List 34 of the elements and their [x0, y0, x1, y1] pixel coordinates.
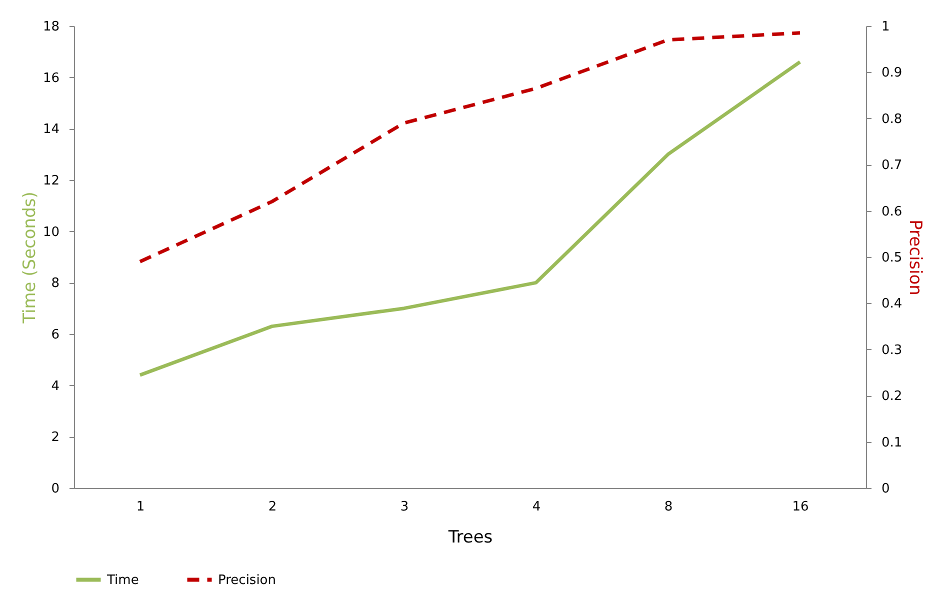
x-tick-label: 8 [664, 500, 673, 514]
x-tick-label: 2 [268, 500, 277, 514]
line-series [138, 31, 802, 264]
y2-tick-label: 0.5 [882, 250, 902, 266]
y-axis-title: Time (Seconds) [20, 192, 40, 324]
y-tick-label: 6 [51, 328, 60, 342]
legend-label: Time [106, 572, 139, 588]
y-tick-label: 4 [51, 378, 60, 394]
y2-tick-label: 0.8 [882, 112, 902, 127]
x-tick-label: 1 [136, 500, 145, 514]
y-tick-label: 0 [51, 482, 60, 496]
x-tick-label: 3 [400, 500, 409, 514]
y2-tick-label: 0.1 [882, 435, 902, 450]
y-tick-label: 14 [42, 122, 60, 138]
y-tick-label: 2 [51, 430, 60, 446]
y-tick-label: 10 [42, 224, 60, 240]
legend-label: Precision [218, 572, 276, 588]
y2-axis-title: Precision [905, 220, 926, 296]
x-axis-title: Trees [447, 528, 493, 548]
y-tick-label: 16 [42, 70, 60, 86]
y-tick-label: 12 [42, 174, 60, 188]
y-tick-label: 18 [42, 20, 60, 34]
x-tick-label: 4 [532, 500, 541, 514]
y2-tick-label: 0.3 [882, 342, 902, 358]
y2-tick-label: 0.2 [882, 389, 902, 404]
line-series [138, 60, 802, 377]
y2-tick-label: 0 [882, 482, 890, 496]
y2-tick-label: 0.6 [882, 204, 902, 220]
y2-tick-label: 0.7 [882, 158, 902, 174]
y2-tick-label: 0.9 [882, 66, 902, 81]
y2-tick-label: 1 [882, 20, 890, 34]
y-tick-label: 8 [51, 276, 60, 292]
x-tick-label: 16 [792, 500, 809, 514]
y2-tick-label: 0.4 [882, 296, 902, 312]
